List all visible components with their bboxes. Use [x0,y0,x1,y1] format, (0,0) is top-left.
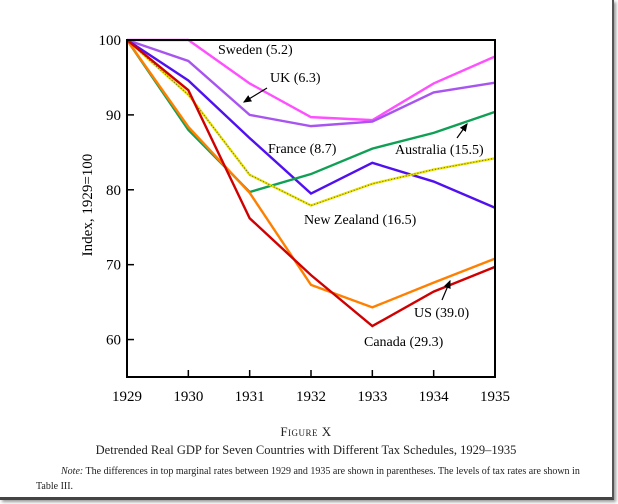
note-label: Note: [61,466,84,477]
label-australia: Australia (15.5) [395,143,484,158]
uk-arrow [242,87,268,103]
y-tick-label: 60 [106,333,121,349]
label-new-zealand: New Zealand (16.5) [304,213,417,228]
series-line-new-zealand [126,39,496,207]
y-tick-label: 80 [106,183,121,199]
y-tick-label: 90 [106,108,121,124]
series-line-us [126,39,496,309]
figure-title: Detrended Real GDP for Seven Countries w… [95,443,517,457]
x-tick-label: 1929 [112,389,142,405]
label-us: US (39.0) [414,306,470,321]
series-layer [126,38,496,328]
x-tick-label: 1935 [480,389,510,405]
x-tick-label: 1934 [419,389,450,405]
y-tick-label: 70 [106,258,121,274]
x-tick-label: 1931 [235,389,265,405]
y-axis-label: Index, 1929=100 [80,154,96,257]
series-line-canada [126,39,496,328]
x-tick-label: 1932 [296,389,326,405]
axis-ticks: 1929 1930 1931 1932 1933 1934 1935 60 70 80 90 100 [99,33,511,405]
figure-note: Note: The differences in top marginal ra… [36,464,581,494]
label-france: France (8.7) [268,142,337,157]
us-arrow [441,279,451,301]
series-line-uk [126,38,496,128]
australia-arrow [456,123,468,139]
series-line-australia [126,39,496,194]
y-tick-label: 100 [99,33,122,49]
x-tick-label: 1933 [357,389,387,405]
line-chart: 1929 1930 1931 1932 1933 1934 193560708090100 … [80,33,511,405]
note-text: The differences in top marginal rates be… [36,466,580,492]
label-canada: Canada (29.3) [364,335,444,350]
label-sweden: Sweden (5.2) [218,43,293,58]
series-line-france [126,38,496,209]
x-tick-label: 1930 [173,389,203,405]
figure-number: Figure X [280,424,332,439]
label-uk: UK (6.3) [270,71,321,86]
